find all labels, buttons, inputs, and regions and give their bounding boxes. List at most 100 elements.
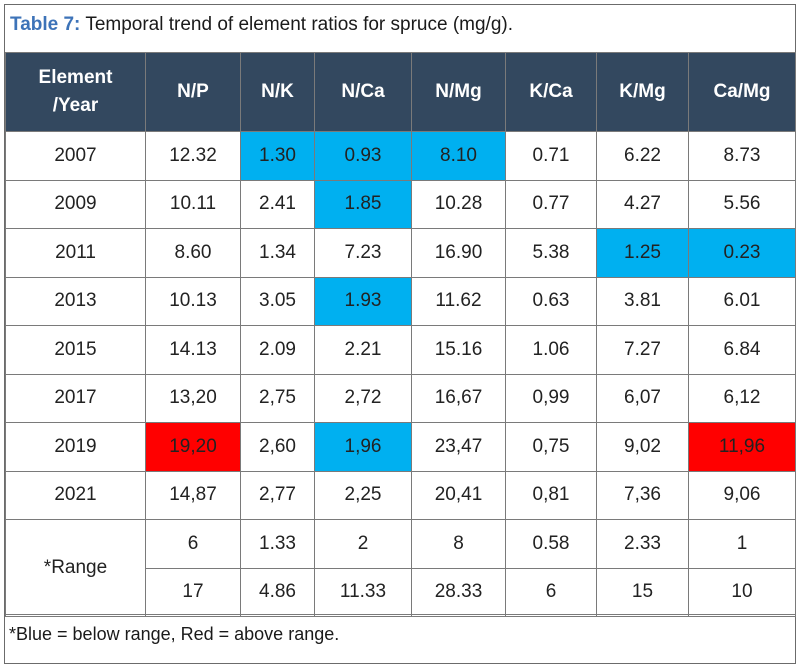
range-low-cell: 0.58	[505, 519, 597, 569]
range-high-cell: 6	[505, 567, 597, 617]
table-row: 2017 13,20 2,75 2,72 16,67 0,99 6,07 6,12	[5, 373, 796, 423]
value-cell: 14,87	[145, 470, 241, 520]
value-cell: 6.01	[688, 276, 796, 326]
value-cell: 0.71	[505, 131, 597, 181]
value-cell: 2,72	[314, 373, 412, 423]
year-cell: 2011	[5, 228, 146, 278]
column-header-label-line2: /Year	[52, 95, 99, 116]
value-cell: 3.05	[240, 276, 315, 326]
range-high-cell: 4.86	[240, 567, 315, 617]
range-row-high: 17 4.86 11.33 28.33 6 15 10	[6, 567, 796, 617]
value-cell: 6,12	[688, 373, 796, 423]
range-label: *Range	[5, 519, 146, 617]
value-cell: 8.60	[145, 228, 241, 278]
column-header-label: N/Ca	[341, 81, 385, 102]
year-cell: 2021	[5, 470, 146, 520]
value-cell: 7.27	[596, 325, 689, 375]
value-cell: 7.23	[314, 228, 412, 278]
year-cell: 2017	[5, 373, 146, 423]
range-row-low: *Range 6 1.33 2 8 0.58 2.33 1	[5, 519, 796, 617]
column-header: K/Mg	[596, 52, 689, 132]
column-header-label: N/K	[261, 81, 294, 102]
value-cell: 14.13	[145, 325, 241, 375]
column-header: N/Mg	[411, 52, 506, 132]
value-cell: 7,36	[596, 470, 689, 520]
value-cell: 4.27	[596, 179, 689, 229]
range-low-cell: 2	[314, 519, 412, 569]
value-cell: 1.25	[596, 228, 689, 278]
value-cell: 19,20	[145, 422, 241, 472]
value-cell: 11.62	[411, 276, 506, 326]
range-high-cell: 28.33	[411, 567, 506, 617]
value-cell: 8.73	[688, 131, 796, 181]
table-row: 2007 12.32 1.30 0.93 8.10 0.71 6.22 8.73	[5, 131, 796, 181]
column-header-label: N/Mg	[435, 81, 482, 102]
table-body: 2007 12.32 1.30 0.93 8.10 0.71 6.22 8.73 2009 10.…	[5, 131, 796, 617]
value-cell: 5.38	[505, 228, 597, 278]
year-cell: 2015	[5, 325, 146, 375]
column-header-label: Element	[38, 67, 113, 88]
table-row: 2015 14.13 2.09 2.21 15.16 1.06 7.27 6.84	[5, 325, 796, 375]
value-cell: 2,60	[240, 422, 315, 472]
table-frame	[4, 4, 796, 664]
value-cell: 15.16	[411, 325, 506, 375]
caption-text: Temporal trend of element ratios for spr…	[85, 14, 514, 35]
value-cell: 9,06	[688, 470, 796, 520]
element-ratio-table: Element/Year N/P N/K N/Ca N/Mg K/Ca K/Mg Ca/Mg …	[5, 52, 796, 617]
value-cell: 1.85	[314, 179, 412, 229]
range-high-cell: 10	[688, 567, 796, 617]
value-cell: 0.77	[505, 179, 597, 229]
value-cell: 11,96	[688, 422, 796, 472]
value-cell: 10.11	[145, 179, 241, 229]
column-header-label: Ca/Mg	[713, 81, 771, 102]
value-cell: 0,99	[505, 373, 597, 423]
value-cell: 1.30	[240, 131, 315, 181]
value-cell: 2.09	[240, 325, 315, 375]
caption-label: Table 7:	[10, 14, 81, 35]
column-header: N/Ca	[314, 52, 412, 132]
value-cell: 0.23	[688, 228, 796, 278]
value-cell: 0.63	[505, 276, 597, 326]
value-cell: 2.21	[314, 325, 412, 375]
value-cell: 6,07	[596, 373, 689, 423]
year-cell: 2007	[5, 131, 146, 181]
value-cell: 3.81	[596, 276, 689, 326]
column-header: N/K	[240, 52, 315, 132]
range-high-cell: 11.33	[314, 567, 412, 617]
range-low-cell: 1.33	[240, 519, 315, 569]
value-cell: 2,25	[314, 470, 412, 520]
table-row: 2019 19,20 2,60 1,96 23,47 0,75 9,02 11,96	[5, 422, 796, 472]
value-cell: 13,20	[145, 373, 241, 423]
table-row: 2013 10.13 3.05 1.93 11.62 0.63 3.81 6.01	[5, 276, 796, 326]
value-cell: 0,75	[505, 422, 597, 472]
range-low-cell: 1	[688, 519, 796, 569]
value-cell: 1.06	[505, 325, 597, 375]
value-cell: 2,77	[240, 470, 315, 520]
value-cell: 6.22	[596, 131, 689, 181]
value-cell: 2.41	[240, 179, 315, 229]
value-cell: 1,96	[314, 422, 412, 472]
value-cell: 0.93	[314, 131, 412, 181]
table-row: 2009 10.11 2.41 1.85 10.28 0.77 4.27 5.56	[5, 179, 796, 229]
table-caption: Table 7: Temporal trend of element ratio…	[10, 13, 513, 37]
value-cell: 8.10	[411, 131, 506, 181]
column-header-element-year: Element/Year	[5, 52, 146, 132]
year-cell: 2009	[5, 179, 146, 229]
column-header-label: K/Ca	[529, 81, 573, 102]
column-header-label: K/Mg	[619, 81, 666, 102]
range-low-cell: 6	[145, 519, 241, 569]
value-cell: 23,47	[411, 422, 506, 472]
value-cell: 2,75	[240, 373, 315, 423]
column-header: N/P	[145, 52, 241, 132]
range-high-cell: 17	[145, 567, 241, 617]
value-cell: 10.13	[145, 276, 241, 326]
value-cell: 6.84	[688, 325, 796, 375]
value-cell: 9,02	[596, 422, 689, 472]
value-cell: 10.28	[411, 179, 506, 229]
table-row: 2021 14,87 2,77 2,25 20,41 0,81 7,36 9,06	[5, 470, 796, 520]
year-cell: 2019	[5, 422, 146, 472]
value-cell: 1.93	[314, 276, 412, 326]
range-low-cell: 8	[411, 519, 506, 569]
footnote-divider	[5, 614, 795, 615]
value-cell: 5.56	[688, 179, 796, 229]
